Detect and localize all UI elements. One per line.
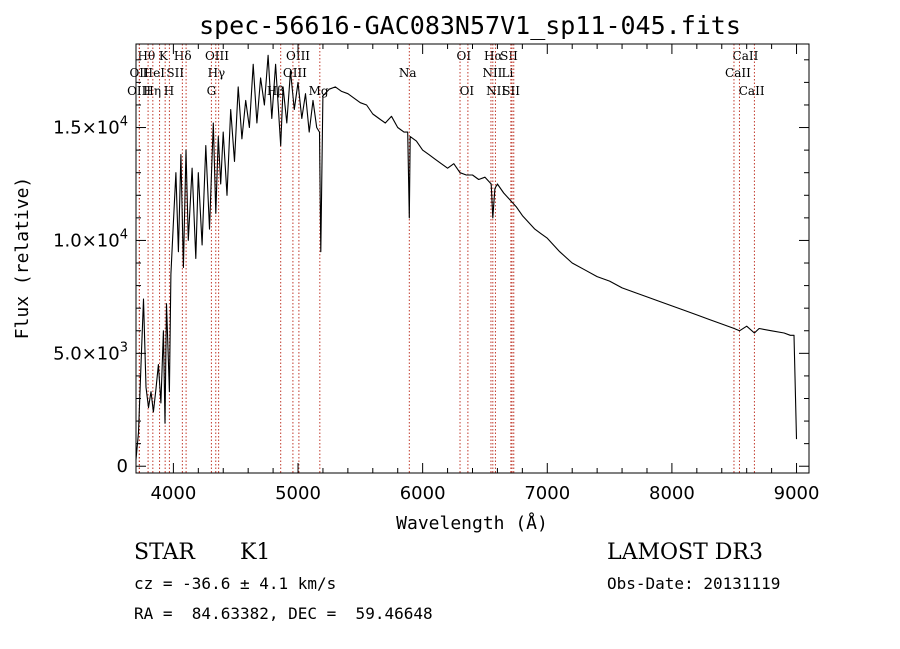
line-label: OIII bbox=[127, 84, 151, 98]
chart-title: spec-56616-GAC083N57V1_sp11-045.fits bbox=[199, 11, 741, 40]
line-label: Hβ bbox=[267, 84, 284, 98]
y-tick-label: 1.5×104 bbox=[53, 115, 128, 139]
obs-date: Obs-Date: 20131119 bbox=[607, 574, 781, 593]
line-label: G bbox=[207, 84, 217, 98]
line-label: Na bbox=[399, 66, 417, 80]
spectral-subclass: K1 bbox=[240, 540, 271, 565]
y-tick-label: 1.0×104 bbox=[53, 227, 128, 251]
line-label: Hγ bbox=[208, 66, 226, 80]
line-label: CaII bbox=[739, 84, 765, 98]
line-label: Li bbox=[501, 66, 513, 80]
x-tick-label: 7000 bbox=[524, 483, 570, 504]
line-label: Hθ bbox=[137, 49, 155, 63]
object-type: STAR bbox=[134, 540, 195, 565]
axes: 4000 5000 6000 7000 8000 9000 0 5.0×103 1.0×104 1… bbox=[53, 44, 819, 504]
x-tick-label: 6000 bbox=[400, 483, 446, 504]
coordinates: RA = 84.63382, DEC = 59.46648 bbox=[134, 604, 433, 623]
survey-name: LAMOST DR3 bbox=[607, 540, 763, 565]
line-label: H bbox=[164, 84, 174, 98]
y-axis-label: Flux (relative) bbox=[12, 177, 33, 340]
line-label: Mg bbox=[309, 84, 329, 98]
line-label: OI bbox=[456, 49, 471, 63]
line-label: OI bbox=[460, 84, 475, 98]
x-tick-label: 9000 bbox=[774, 483, 820, 504]
y-tick-label: 5.0×103 bbox=[53, 340, 128, 364]
line-label: Hη bbox=[143, 84, 161, 98]
line-label: Hα bbox=[484, 49, 503, 63]
line-label: SII bbox=[166, 66, 184, 80]
line-label: CaII bbox=[733, 49, 759, 63]
line-label: CaII bbox=[725, 66, 751, 80]
line-label: HeI bbox=[143, 66, 166, 80]
line-label: OIII bbox=[283, 66, 307, 80]
y-tick-label: 0 bbox=[117, 456, 128, 477]
line-label: NII bbox=[486, 84, 506, 98]
line-label: OIII bbox=[286, 49, 310, 63]
spectrum-series bbox=[135, 54, 798, 460]
line-label: NII bbox=[482, 66, 502, 80]
line-label: K bbox=[159, 49, 169, 63]
redshift-value: cz = -36.6 ± 4.1 km/s bbox=[134, 574, 337, 593]
line-label: SII bbox=[502, 84, 520, 98]
spectrum-line bbox=[135, 54, 798, 460]
line-label: SII bbox=[500, 49, 518, 63]
line-label: OIII bbox=[205, 49, 229, 63]
x-tick-label: 4000 bbox=[150, 483, 196, 504]
x-axis-label: Wavelength (Å) bbox=[396, 512, 548, 534]
x-tick-label: 5000 bbox=[275, 483, 321, 504]
x-tick-label: 8000 bbox=[649, 483, 695, 504]
